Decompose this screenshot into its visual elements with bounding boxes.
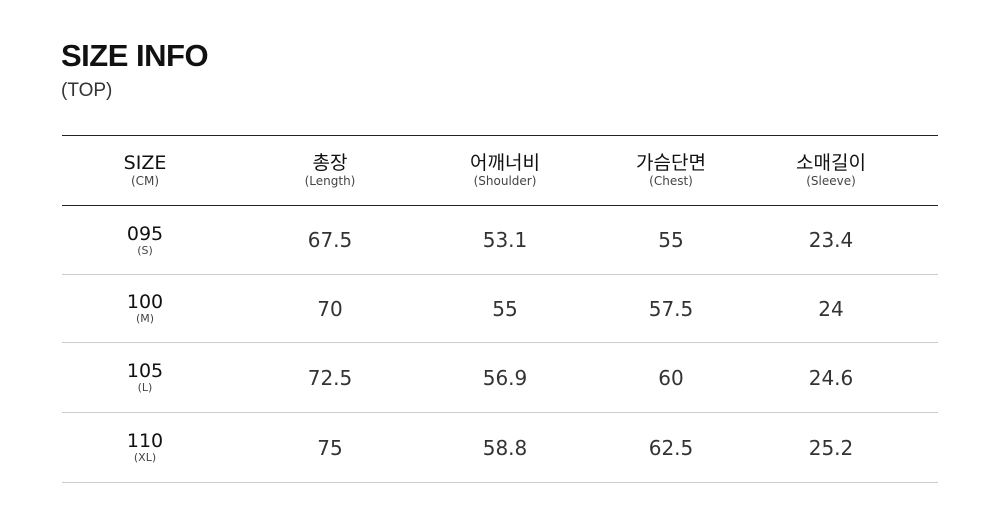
measurement-value: 53.1 — [482, 228, 528, 252]
measurement-value: 72.5 — [307, 365, 353, 390]
size-value: 095 — [126, 222, 164, 245]
measurement-cell: 72.5 — [240, 343, 420, 412]
header-sublabel: (Sleeve) — [806, 174, 856, 188]
header-label: 가슴단면 — [636, 152, 706, 174]
header-sublabel: (Chest) — [649, 174, 693, 188]
measurement-value: 55 — [658, 228, 684, 252]
size-label: (M) — [135, 312, 155, 325]
header-sublabel: (Length) — [304, 174, 356, 188]
size-label: (S) — [137, 243, 153, 257]
header-label: 소매길이 — [796, 152, 866, 174]
measurement-cell: 70 — [240, 275, 420, 342]
measurement-value: 70 — [317, 296, 343, 321]
measurement-value: 60 — [658, 365, 684, 390]
size-label: (L) — [137, 381, 153, 394]
measurement-cell: 62.5 — [581, 413, 761, 482]
measurement-value: 25.2 — [808, 435, 854, 460]
measurement-value: 62.5 — [648, 435, 694, 460]
size-table: SIZE (CM) 총장 (Length) 어깨너비 (Shoulder) 가슴단면 (Che… — [62, 135, 938, 483]
size-value: 100 — [126, 291, 164, 313]
measurement-cell: 55 — [581, 206, 761, 274]
header-label: 어깨너비 — [470, 152, 540, 174]
size-cell: 110 (XL) — [55, 413, 235, 482]
page-subtitle: (TOP) — [61, 80, 113, 101]
page-title: SIZE INFO — [61, 38, 209, 73]
measurement-cell: 24.6 — [741, 343, 921, 412]
measurement-cell: 55 — [415, 275, 595, 342]
measurement-cell: 24 — [741, 275, 921, 342]
table-row: 095 (S) 67.5 53.1 55 23.4 — [62, 206, 938, 275]
table-row: 105 (L) 72.5 56.9 60 24.6 — [62, 343, 938, 413]
measurement-cell: 53.1 — [415, 206, 595, 274]
measurement-cell: 67.5 — [240, 206, 420, 274]
measurement-cell: 25.2 — [741, 413, 921, 482]
size-cell: 105 (L) — [55, 343, 235, 412]
measurement-value: 58.8 — [482, 435, 528, 460]
header-cell: 가슴단면 (Chest) — [581, 136, 761, 205]
table-header: SIZE (CM) 총장 (Length) 어깨너비 (Shoulder) 가슴단면 (Che… — [62, 135, 938, 206]
header-sublabel: (CM) — [130, 174, 160, 188]
measurement-value: 75 — [317, 435, 343, 460]
header-sublabel: (Shoulder) — [473, 174, 537, 188]
measurement-cell: 60 — [581, 343, 761, 412]
size-label: (XL) — [133, 451, 157, 464]
measurement-cell: 57.5 — [581, 275, 761, 342]
measurement-cell: 56.9 — [415, 343, 595, 412]
measurement-value: 24.6 — [808, 365, 854, 390]
header-cell: 총장 (Length) — [240, 136, 420, 205]
size-value: 110 — [126, 430, 164, 452]
table-row: 110 (XL) 75 58.8 62.5 25.2 — [62, 413, 938, 483]
header-cell: 소매길이 (Sleeve) — [741, 136, 921, 205]
table-row: 100 (M) 70 55 57.5 24 — [62, 275, 938, 343]
measurement-value: 57.5 — [648, 296, 694, 321]
measurement-value: 67.5 — [307, 228, 353, 252]
measurement-cell: 58.8 — [415, 413, 595, 482]
measurement-value: 56.9 — [482, 365, 528, 390]
header-label: 총장 — [312, 152, 348, 174]
size-value: 105 — [126, 360, 164, 382]
header-cell: 어깨너비 (Shoulder) — [415, 136, 595, 205]
header-label: SIZE — [123, 152, 167, 174]
header-cell: SIZE (CM) — [55, 136, 235, 205]
measurement-cell: 23.4 — [741, 206, 921, 274]
measurement-value: 55 — [492, 296, 518, 321]
size-cell: 100 (M) — [55, 275, 235, 342]
measurement-value: 23.4 — [808, 228, 854, 252]
size-cell: 095 (S) — [55, 206, 235, 274]
measurement-value: 24 — [818, 296, 844, 321]
measurement-cell: 75 — [240, 413, 420, 482]
